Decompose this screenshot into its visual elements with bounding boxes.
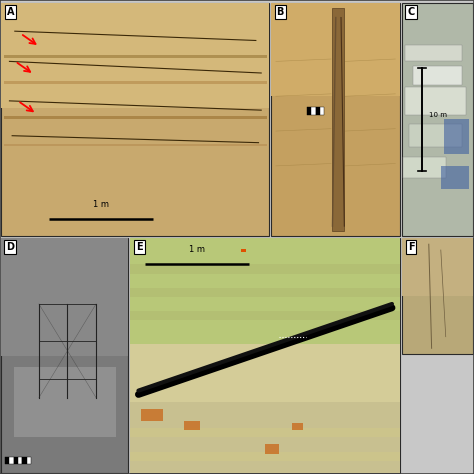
Bar bbox=[9, 457, 14, 464]
Bar bbox=[241, 249, 246, 253]
Bar bbox=[271, 3, 400, 96]
Bar bbox=[14, 457, 18, 464]
Bar bbox=[441, 166, 469, 189]
Bar bbox=[409, 124, 462, 147]
Bar bbox=[412, 66, 462, 84]
Bar bbox=[27, 457, 31, 464]
Bar bbox=[130, 356, 400, 473]
Bar bbox=[130, 288, 400, 297]
Bar bbox=[402, 3, 473, 236]
Text: 1 m: 1 m bbox=[189, 245, 205, 254]
Text: 10 m: 10 m bbox=[429, 112, 447, 118]
Bar bbox=[403, 156, 446, 178]
Bar bbox=[14, 367, 116, 438]
Bar bbox=[402, 238, 473, 354]
Text: C: C bbox=[407, 7, 415, 18]
Text: B: B bbox=[276, 7, 284, 18]
Bar bbox=[130, 238, 400, 473]
Bar bbox=[130, 238, 400, 356]
Text: F: F bbox=[408, 242, 414, 253]
Text: 1 m: 1 m bbox=[93, 200, 109, 209]
Bar bbox=[130, 311, 400, 320]
Bar bbox=[141, 410, 163, 421]
Bar bbox=[130, 344, 400, 402]
Bar bbox=[1, 238, 128, 473]
Bar bbox=[405, 45, 462, 62]
Bar bbox=[316, 107, 320, 115]
Text: D: D bbox=[7, 242, 14, 253]
Bar bbox=[130, 428, 400, 438]
Bar bbox=[311, 107, 316, 115]
Bar bbox=[130, 452, 400, 461]
Text: A: A bbox=[7, 7, 14, 18]
Bar bbox=[1, 3, 269, 236]
Bar bbox=[332, 8, 344, 231]
Bar bbox=[4, 55, 267, 58]
Bar bbox=[4, 81, 267, 84]
Bar bbox=[320, 107, 324, 115]
Bar bbox=[444, 119, 469, 155]
Bar bbox=[4, 116, 267, 118]
Bar bbox=[1, 3, 269, 108]
Bar bbox=[307, 107, 311, 115]
Bar bbox=[22, 457, 27, 464]
Bar bbox=[184, 421, 201, 430]
Bar bbox=[292, 423, 303, 430]
Bar bbox=[265, 445, 279, 454]
Bar bbox=[402, 238, 473, 296]
Bar bbox=[130, 264, 400, 273]
Bar bbox=[405, 87, 465, 115]
Bar bbox=[18, 457, 22, 464]
Bar bbox=[4, 144, 267, 146]
Bar bbox=[5, 457, 9, 464]
Bar bbox=[271, 3, 400, 236]
Bar bbox=[1, 238, 128, 356]
Text: E: E bbox=[136, 242, 143, 253]
